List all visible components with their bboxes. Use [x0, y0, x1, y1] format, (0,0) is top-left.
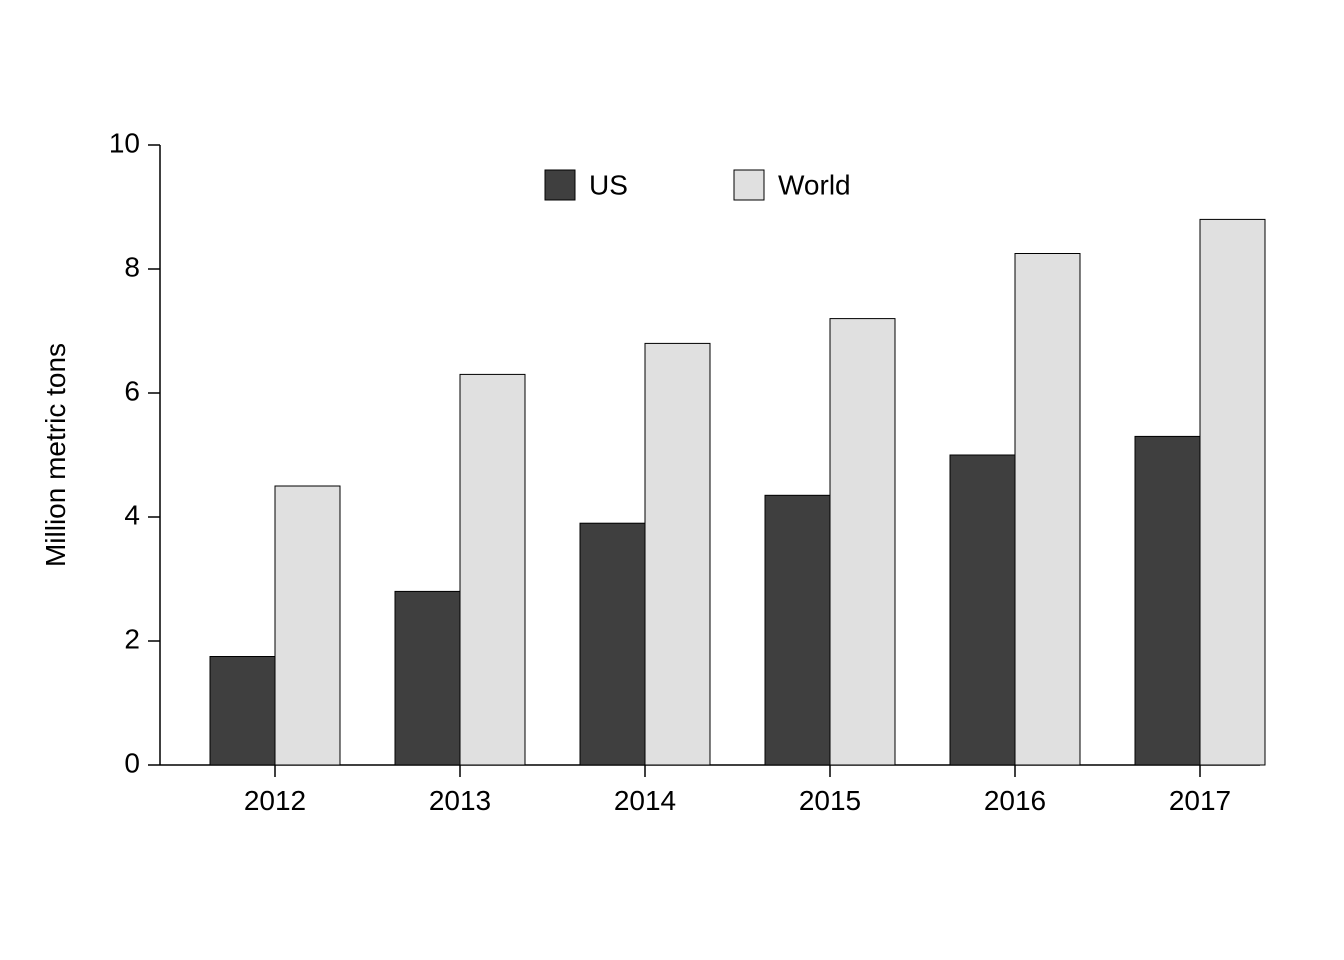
bar-us-2012 [210, 657, 275, 766]
bar-world-2015 [830, 319, 895, 765]
legend-swatch-us [545, 170, 575, 200]
x-tick-label: 2017 [1169, 785, 1231, 816]
y-tick-label: 8 [124, 251, 140, 282]
x-tick-label: 2015 [799, 785, 861, 816]
y-tick-label: 2 [124, 623, 140, 654]
y-tick-label: 6 [124, 375, 140, 406]
x-tick-label: 2016 [984, 785, 1046, 816]
bar-world-2014 [645, 343, 710, 765]
bar-us-2015 [765, 495, 830, 765]
y-tick-label: 4 [124, 499, 140, 530]
legend-label-us: US [589, 169, 628, 200]
legend-label-world: World [778, 169, 851, 200]
bar-world-2012 [275, 486, 340, 765]
y-tick-label: 0 [124, 747, 140, 778]
bar-chart: 0 2 4 6 8 10 Million metric tons 2012 2013 2014 20… [0, 0, 1344, 960]
bar-us-2014 [580, 523, 645, 765]
x-tick-label: 2012 [244, 785, 306, 816]
x-tick-label: 2014 [614, 785, 676, 816]
y-axis-label: Million metric tons [40, 343, 71, 567]
legend-swatch-world [734, 170, 764, 200]
x-tick-label: 2013 [429, 785, 491, 816]
bar-us-2017 [1135, 436, 1200, 765]
bar-world-2013 [460, 374, 525, 765]
y-tick-label: 10 [109, 127, 140, 158]
bar-us-2016 [950, 455, 1015, 765]
bar-us-2013 [395, 591, 460, 765]
bar-world-2016 [1015, 254, 1080, 766]
bar-world-2017 [1200, 219, 1265, 765]
